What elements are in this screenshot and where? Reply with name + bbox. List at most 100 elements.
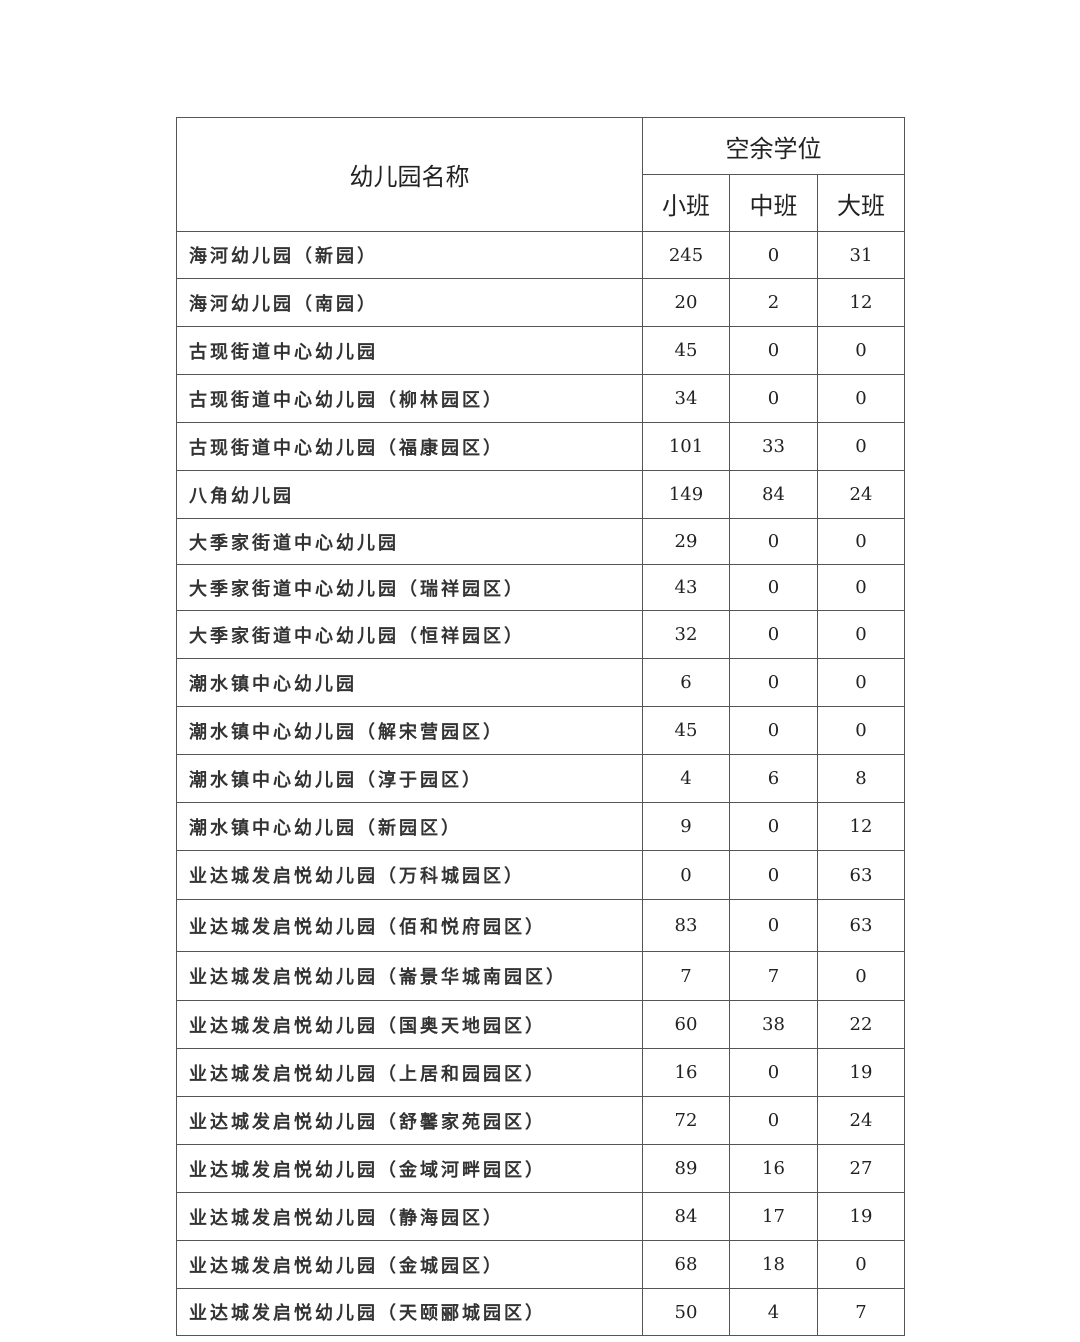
kindergarten-name: 潮水镇中心幼儿园 — [176, 658, 643, 707]
kindergarten-name: 海河幼儿园（南园） — [176, 278, 643, 327]
kindergarten-name: 业达城发启悦幼儿园（崙景华城南园区） — [176, 951, 643, 1001]
middle-class-vacancies: 0 — [729, 564, 818, 611]
small-class-vacancies: 68 — [642, 1240, 730, 1289]
table-row: 海河幼儿园（新园） 245 0 31 — [176, 231, 905, 279]
middle-class-vacancies: 16 — [729, 1144, 818, 1193]
table-row: 古现街道中心幼儿园 45 0 0 — [176, 326, 905, 375]
small-class-vacancies: 20 — [642, 278, 730, 327]
large-class-vacancies: 22 — [817, 1000, 905, 1049]
small-class-vacancies: 72 — [642, 1096, 730, 1145]
middle-class-vacancies: 18 — [729, 1240, 818, 1289]
kindergarten-name: 业达城发启悦幼儿园（国奥天地园区） — [176, 1000, 643, 1049]
table-row: 潮水镇中心幼儿园（解宋营园区） 45 0 0 — [176, 706, 905, 755]
large-class-vacancies: 0 — [817, 658, 905, 707]
middle-class-vacancies: 0 — [729, 1096, 818, 1145]
kindergarten-name: 业达城发启悦幼儿园（静海园区） — [176, 1192, 643, 1241]
small-class-vacancies: 45 — [642, 326, 730, 375]
kindergarten-name: 业达城发启悦幼儿园（上居和园园区） — [176, 1048, 643, 1097]
middle-class-vacancies: 6 — [729, 754, 818, 803]
kindergarten-name: 古现街道中心幼儿园 — [176, 326, 643, 375]
table-row: 业达城发启悦幼儿园（上居和园园区） 16 0 19 — [176, 1048, 905, 1097]
large-class-vacancies: 63 — [817, 850, 905, 900]
kindergarten-name: 业达城发启悦幼儿园（佰和悦府园区） — [176, 899, 643, 952]
large-class-vacancies: 19 — [817, 1192, 905, 1241]
table-row: 古现街道中心幼儿园（福康园区） 101 33 0 — [176, 422, 905, 471]
table-row: 潮水镇中心幼儿园（淳于园区） 4 6 8 — [176, 754, 905, 803]
middle-class-vacancies: 33 — [729, 422, 818, 471]
middle-class-vacancies: 0 — [729, 610, 818, 659]
header-vacant-places: 空余学位 — [642, 117, 905, 175]
table-row: 业达城发启悦幼儿园（佰和悦府园区） 83 0 63 — [176, 899, 905, 952]
kindergarten-name: 潮水镇中心幼儿园（新园区） — [176, 802, 643, 851]
kindergarten-name: 大季家街道中心幼儿园（恒祥园区） — [176, 610, 643, 659]
table-row: 八角幼儿园 149 84 24 — [176, 470, 905, 519]
table-row: 大季家街道中心幼儿园（瑞祥园区） 43 0 0 — [176, 564, 905, 611]
large-class-vacancies: 0 — [817, 564, 905, 611]
kindergarten-name: 业达城发启悦幼儿园（金城园区） — [176, 1240, 643, 1289]
small-class-vacancies: 0 — [642, 850, 730, 900]
middle-class-vacancies: 0 — [729, 658, 818, 707]
kindergarten-name: 业达城发启悦幼儿园（万科城园区） — [176, 850, 643, 900]
kindergarten-name: 大季家街道中心幼儿园 — [176, 518, 643, 565]
table-row: 业达城发启悦幼儿园（静海园区） 84 17 19 — [176, 1192, 905, 1241]
small-class-vacancies: 6 — [642, 658, 730, 707]
large-class-vacancies: 63 — [817, 899, 905, 952]
kindergarten-name: 业达城发启悦幼儿园（舒馨家苑园区） — [176, 1096, 643, 1145]
kindergarten-name: 潮水镇中心幼儿园（淳于园区） — [176, 754, 643, 803]
kindergarten-name: 大季家街道中心幼儿园（瑞祥园区） — [176, 564, 643, 611]
header-large-class: 大班 — [817, 174, 905, 232]
large-class-vacancies: 0 — [817, 518, 905, 565]
large-class-vacancies: 31 — [817, 231, 905, 279]
middle-class-vacancies: 0 — [729, 326, 818, 375]
large-class-vacancies: 0 — [817, 706, 905, 755]
large-class-vacancies: 24 — [817, 1096, 905, 1145]
small-class-vacancies: 149 — [642, 470, 730, 519]
table-row: 业达城发启悦幼儿园（金域河畔园区） 89 16 27 — [176, 1144, 905, 1193]
table-row: 业达城发启悦幼儿园（崙景华城南园区） 7 7 0 — [176, 951, 905, 1001]
small-class-vacancies: 83 — [642, 899, 730, 952]
middle-class-vacancies: 4 — [729, 1288, 818, 1336]
table-row: 业达城发启悦幼儿园（万科城园区） 0 0 63 — [176, 850, 905, 900]
large-class-vacancies: 7 — [817, 1288, 905, 1336]
small-class-vacancies: 7 — [642, 951, 730, 1001]
table-row: 古现街道中心幼儿园（柳林园区） 34 0 0 — [176, 374, 905, 423]
small-class-vacancies: 29 — [642, 518, 730, 565]
large-class-vacancies: 12 — [817, 802, 905, 851]
header-small-class: 小班 — [642, 174, 730, 232]
header-kindergarten-name: 幼儿园名称 — [176, 117, 643, 232]
table-row: 业达城发启悦幼儿园（舒馨家苑园区） 72 0 24 — [176, 1096, 905, 1145]
header-middle-class: 中班 — [729, 174, 818, 232]
small-class-vacancies: 43 — [642, 564, 730, 611]
middle-class-vacancies: 0 — [729, 231, 818, 279]
small-class-vacancies: 9 — [642, 802, 730, 851]
large-class-vacancies: 27 — [817, 1144, 905, 1193]
middle-class-vacancies: 38 — [729, 1000, 818, 1049]
large-class-vacancies: 0 — [817, 374, 905, 423]
large-class-vacancies: 19 — [817, 1048, 905, 1097]
small-class-vacancies: 45 — [642, 706, 730, 755]
middle-class-vacancies: 2 — [729, 278, 818, 327]
large-class-vacancies: 0 — [817, 951, 905, 1001]
large-class-vacancies: 0 — [817, 326, 905, 375]
small-class-vacancies: 84 — [642, 1192, 730, 1241]
middle-class-vacancies: 0 — [729, 374, 818, 423]
table-row: 业达城发启悦幼儿园（天颐郦城园区） 50 4 7 — [176, 1288, 905, 1336]
small-class-vacancies: 32 — [642, 610, 730, 659]
kindergarten-name: 业达城发启悦幼儿园（天颐郦城园区） — [176, 1288, 643, 1336]
table-row: 大季家街道中心幼儿园 29 0 0 — [176, 518, 905, 565]
large-class-vacancies: 0 — [817, 610, 905, 659]
middle-class-vacancies: 17 — [729, 1192, 818, 1241]
large-class-vacancies: 12 — [817, 278, 905, 327]
vacancy-table: 幼儿园名称 空余学位 小班 中班 大班 海河幼儿园（新园） 245 0 31 海河幼儿园… — [176, 117, 905, 1336]
table-row: 业达城发启悦幼儿园（金城园区） 68 18 0 — [176, 1240, 905, 1289]
small-class-vacancies: 50 — [642, 1288, 730, 1336]
middle-class-vacancies: 0 — [729, 518, 818, 565]
middle-class-vacancies: 7 — [729, 951, 818, 1001]
middle-class-vacancies: 0 — [729, 802, 818, 851]
small-class-vacancies: 245 — [642, 231, 730, 279]
kindergarten-name: 古现街道中心幼儿园（福康园区） — [176, 422, 643, 471]
small-class-vacancies: 16 — [642, 1048, 730, 1097]
kindergarten-name: 潮水镇中心幼儿园（解宋营园区） — [176, 706, 643, 755]
small-class-vacancies: 4 — [642, 754, 730, 803]
table-row: 大季家街道中心幼儿园（恒祥园区） 32 0 0 — [176, 610, 905, 659]
